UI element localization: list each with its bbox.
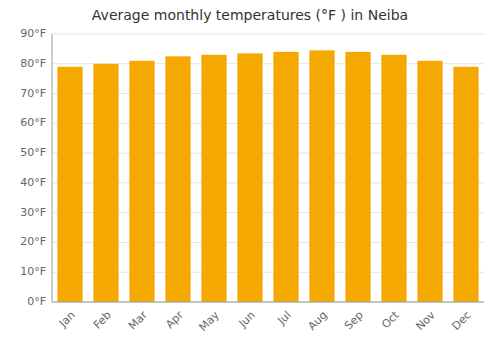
y-axis-line [52, 34, 53, 302]
x-tick-label: Sep [342, 309, 366, 333]
bar [381, 55, 406, 302]
y-tick-label: 70°F [20, 87, 46, 100]
y-tick-label: 30°F [20, 206, 46, 219]
title: Average monthly temperatures (°F ) in Ne… [92, 7, 408, 23]
x-axis-line [52, 302, 484, 303]
x-tick-label: Jul [274, 309, 293, 328]
bars [57, 50, 478, 302]
x-tick-label: Jan [56, 309, 78, 331]
y-axis: 0°F 10°F 20°F 30°F 40°F 50°F 60°F 70°F 80°F 90°F [20, 27, 484, 308]
x-tick-label: Aug [305, 309, 329, 333]
bar [129, 61, 154, 302]
bar [417, 61, 442, 302]
x-axis: Jan Feb Mar Apr May Jun Jul Aug Sep Oct Nov Dec [56, 308, 474, 334]
x-tick-label: Jun [236, 309, 258, 331]
bar [345, 52, 370, 302]
y-tick-label: 10°F [20, 265, 46, 278]
bar [201, 55, 226, 302]
y-tick-label: 20°F [20, 235, 46, 248]
bar [93, 64, 118, 302]
x-tick-label: Apr [163, 308, 186, 331]
bar [165, 56, 190, 302]
bar [57, 67, 82, 302]
x-tick-label: Mar [126, 308, 150, 332]
grid-line [52, 34, 484, 35]
chart-svg: 0°F 10°F 20°F 30°F 40°F 50°F 60°F 70°F 80°F 90°F J… [0, 0, 500, 350]
bar [453, 67, 478, 302]
y-tick-label: 90°F [20, 27, 46, 40]
x-tick-label: Dec [450, 309, 474, 333]
bar [237, 53, 262, 302]
y-tick-label: 80°F [20, 57, 46, 70]
x-tick-label: Feb [91, 309, 114, 332]
bar [309, 50, 334, 302]
x-tick-label: Nov [413, 308, 438, 333]
y-tick-label: 0°F [27, 295, 46, 308]
chart-container: 0°F 10°F 20°F 30°F 40°F 50°F 60°F 70°F 80°F 90°F J… [0, 0, 500, 350]
bar [273, 52, 298, 302]
x-tick-label: May [196, 308, 222, 334]
x-tick-label: Oct [379, 308, 402, 331]
y-tick-label: 40°F [20, 176, 46, 189]
grid-line [52, 302, 484, 303]
y-tick-label: 60°F [20, 116, 46, 129]
y-tick-label: 50°F [20, 146, 46, 159]
